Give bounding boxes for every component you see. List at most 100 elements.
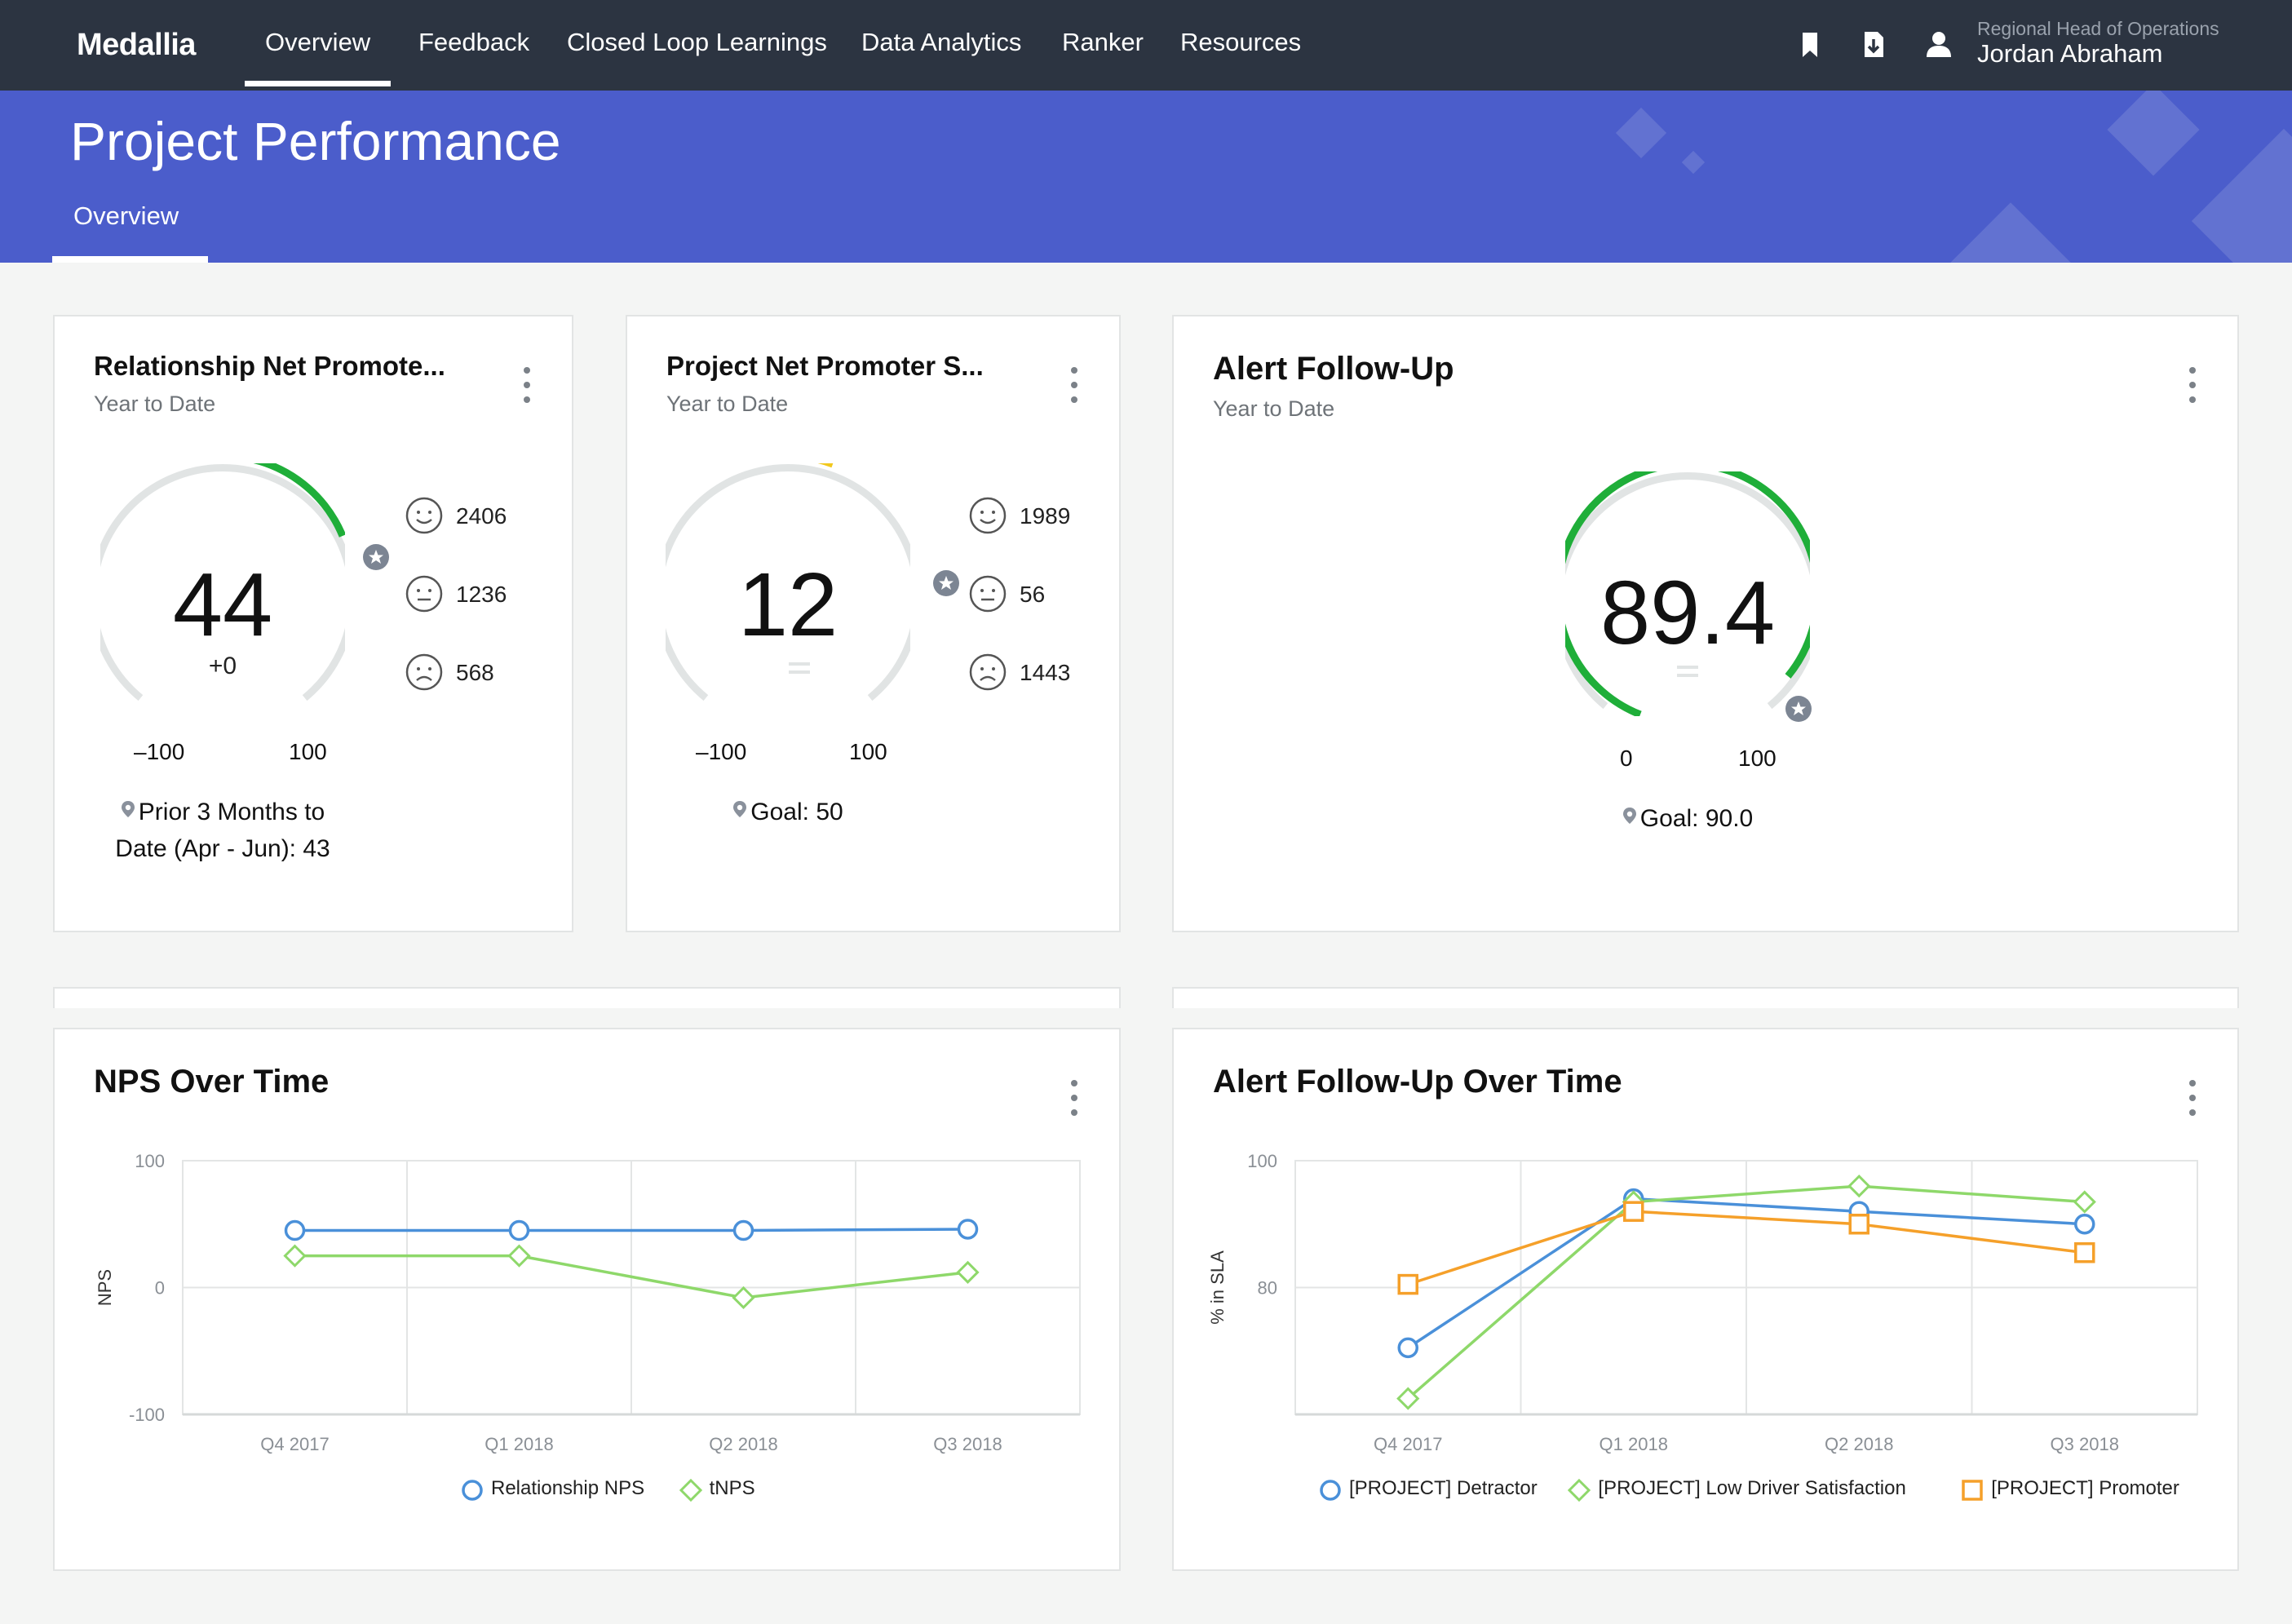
card-subtitle: Year to Date (666, 392, 789, 416)
alert-line-chart: 100 80 Q4 2017 Q1 2018 Q2 2018 Q3 2018 % in SL… (1207, 1151, 2198, 1454)
smiley-icon (405, 497, 443, 534)
data-point[interactable] (732, 1219, 754, 1241)
bookmark-icon[interactable] (1794, 28, 1825, 60)
sad-face-icon (969, 653, 1007, 691)
legend-marker[interactable] (1320, 1480, 1341, 1501)
medallia-logo[interactable]: Medallia (77, 28, 196, 62)
download-icon[interactable] (1858, 28, 1889, 60)
square-marker-icon (1962, 1480, 1983, 1501)
card-menu-button[interactable] (1062, 365, 1086, 406)
chart-legend: Relationship NPS tNPS (55, 1476, 1119, 1506)
nps-delta: +0 (208, 653, 237, 679)
alert-gauge (1565, 471, 1810, 716)
goal-pin-icon (1622, 808, 1636, 824)
nps-value: 12 (737, 555, 838, 655)
data-point[interactable] (2074, 1214, 2095, 1235)
data-point[interactable] (957, 1219, 979, 1240)
card-title: Relationship Net Promote... (94, 351, 445, 381)
legend-marker[interactable] (1962, 1480, 1983, 1501)
data-point[interactable] (1848, 1214, 1869, 1235)
passives-value: 1236 (456, 582, 507, 607)
nav-item-data-analytics[interactable]: Data Analytics (861, 28, 1022, 56)
no-change-indicator (789, 662, 810, 674)
x-tick-label: Q3 2018 (2051, 1434, 2119, 1454)
gauge-track (666, 464, 910, 701)
project-nps-card: Project Net Promoter S... Year to Date 1… (626, 315, 1121, 932)
y-axis-label: % in SLA (1207, 1250, 1228, 1325)
card-subtitle: Year to Date (1213, 396, 1335, 421)
data-point[interactable] (283, 1244, 307, 1268)
user-icon[interactable] (1923, 28, 1954, 60)
nav-item-ranker[interactable]: Ranker (1062, 28, 1144, 56)
nav-item-overview[interactable]: Overview (244, 28, 392, 86)
legend-label: tNPS (709, 1477, 755, 1499)
alert-value: 89.4 (1600, 563, 1776, 663)
legend-label: Relationship NPS (491, 1477, 645, 1499)
y-tick-label: 100 (1247, 1151, 1277, 1171)
gauge-track (100, 464, 345, 701)
page-title: Project Performance (70, 111, 561, 171)
neutral-face-icon (969, 575, 1007, 613)
data-point[interactable] (1623, 1201, 1644, 1222)
card-menu-button[interactable] (2180, 365, 2205, 406)
card-menu-button[interactable] (2180, 1078, 2205, 1119)
x-tick-label: Q1 2018 (1600, 1434, 1668, 1454)
tab-overview-indicator (52, 256, 208, 263)
gauge-track (1565, 472, 1810, 710)
data-point[interactable] (732, 1285, 755, 1310)
series-line (1407, 1210, 2085, 1286)
nav-item-resources[interactable]: Resources (1180, 28, 1302, 56)
goal-marker-icon (363, 544, 389, 570)
goal-label: Goal: 90.0 (1639, 805, 1754, 832)
y-tick-label: 0 (155, 1278, 165, 1299)
footnote-line-1: Prior 3 Months to (138, 799, 325, 825)
data-point[interactable] (2074, 1241, 2095, 1263)
card-menu-button[interactable] (515, 365, 539, 406)
data-point[interactable] (1397, 1337, 1418, 1359)
goal-footnote: Goal: 90.0 (1565, 800, 1810, 837)
goal-marker-icon (933, 570, 959, 596)
passives-value: 56 (1020, 582, 1046, 607)
gauge-max-label: 100 (1738, 746, 1777, 771)
x-tick-label: Q3 2018 (933, 1434, 1002, 1454)
alert-follow-up-card: Alert Follow-Up Year to Date 89.4 0 100 … (1172, 315, 2239, 932)
legend-marker[interactable] (679, 1478, 702, 1502)
card-title: Project Net Promoter S... (666, 351, 984, 381)
nav-item-feedback[interactable]: Feedback (418, 28, 530, 56)
data-point[interactable] (508, 1219, 530, 1241)
legend-marker[interactable] (1568, 1478, 1591, 1502)
gauge-progress (252, 463, 345, 538)
detractors-value: 1443 (1020, 660, 1071, 685)
data-point[interactable] (507, 1244, 531, 1268)
nps-over-time-card: NPS Over Time 100 0 -100 Q4 2017 Q1 2018 Q2 2… (53, 1028, 1121, 1571)
gauge-min-label: –100 (696, 739, 747, 764)
data-point[interactable] (1396, 1387, 1420, 1410)
goal-marker-icon (1785, 696, 1812, 722)
nps-value: 44 (172, 555, 273, 655)
gauge-max-label: 100 (849, 739, 887, 764)
stacked-card-edge (1172, 987, 2239, 1008)
data-point[interactable] (1397, 1273, 1418, 1295)
chart-legend: [PROJECT] Detractor [PROJECT] Low Driver … (1174, 1476, 2237, 1506)
tab-overview[interactable]: Overview (73, 201, 179, 230)
promoters-value: 1989 (1020, 503, 1071, 529)
x-tick-label: Q4 2017 (1374, 1434, 1442, 1454)
footnote-line-2: Date (Apr - Jun): 43 (115, 835, 330, 862)
promoters-value: 2406 (456, 503, 507, 529)
legend-marker[interactable] (462, 1480, 483, 1501)
nps-gauge (666, 463, 910, 701)
nav-item-closed-loop-learnings[interactable]: Closed Loop Learnings (567, 28, 827, 56)
y-axis-label: NPS (95, 1269, 115, 1306)
data-point[interactable] (284, 1219, 306, 1241)
card-menu-button[interactable] (1062, 1078, 1086, 1119)
alert-over-time-card: Alert Follow-Up Over Time 100 80 Q4 2017 Q1… (1172, 1028, 2239, 1571)
nps-line-chart: 100 0 -100 Q4 2017 Q1 2018 Q2 2018 Q3 2018 NPS (95, 1151, 1081, 1454)
data-point[interactable] (956, 1260, 980, 1284)
data-point[interactable] (1847, 1174, 1871, 1198)
data-point[interactable] (2073, 1190, 2096, 1214)
header-decoration (2191, 128, 2292, 263)
series-line (294, 1254, 968, 1299)
header-decoration (1947, 202, 2074, 263)
user-name[interactable]: Jordan Abraham (1977, 39, 2163, 68)
goal-label: Goal: 50 (750, 799, 843, 825)
